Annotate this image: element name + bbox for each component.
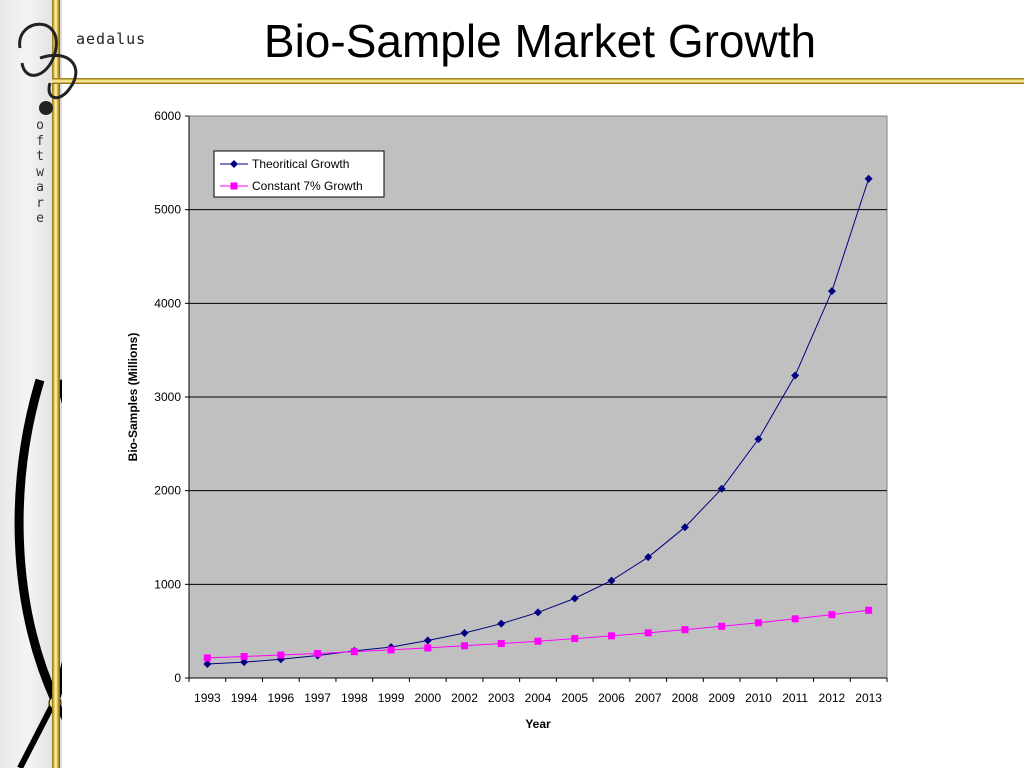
data-point [230,182,238,190]
x-tick-label: 2007 [635,691,662,705]
legend-entry: Constant 7% Growth [252,179,363,193]
data-point [717,484,726,493]
x-tick-label: 2005 [561,691,588,705]
data-point [497,640,505,648]
data-point [791,371,800,380]
x-tick-label: 2013 [855,691,882,705]
y-tick-label: 3000 [154,390,181,404]
y-tick-label: 4000 [154,296,181,310]
x-tick-label: 1996 [267,691,294,705]
data-point [865,606,873,614]
data-point [571,635,579,643]
data-point [791,615,799,623]
x-tick-label: 1998 [341,691,368,705]
data-point [423,636,432,645]
x-tick-label: 2003 [488,691,515,705]
data-point [240,658,249,667]
data-point [314,649,322,657]
x-tick-label: 2011 [782,691,808,705]
gold-vertical-rule [52,0,60,768]
data-point [350,648,358,656]
x-tick-label: 2008 [672,691,699,705]
logo-vertical-text: oftware [36,118,44,226]
x-tick-label: 2000 [414,691,441,705]
y-tick-label: 2000 [154,484,181,498]
x-tick-label: 2010 [745,691,772,705]
data-point [203,654,211,662]
logo-text: aedalus [76,30,147,48]
x-tick-label: 2002 [451,691,478,705]
data-point [534,608,542,617]
data-point [203,659,212,668]
x-tick-label: 1993 [194,691,221,705]
data-point [681,626,689,634]
data-point [828,611,836,619]
y-tick-label: 6000 [154,109,181,123]
legend-entry: Theoritical Growth [252,157,349,171]
x-tick-label: 2012 [819,691,846,705]
line-chart: 0 1000 2000 3000 4000 5000 6000 1993 1994 1996 199… [126,109,888,731]
data-point [460,629,469,638]
data-point [277,651,285,659]
gold-horizontal-rule [52,78,1024,84]
y-axis-title: Bio-Samples (Millions) [126,333,140,462]
x-tick-label: 2004 [525,691,552,705]
slide-title: Bio-Sample Market Growth [263,15,817,67]
x-tick-label: 1994 [231,691,258,705]
data-point [230,160,238,168]
data-point [754,435,763,444]
x-tick-label: 2006 [598,691,625,705]
data-point [461,642,469,650]
y-tick-label: 5000 [154,203,181,217]
x-tick-label: 1997 [304,691,331,705]
data-point [607,632,615,640]
x-tick-label: 2009 [708,691,735,705]
company-logo-icon [10,8,80,123]
data-point [644,629,652,637]
data-point [534,637,542,645]
legend-box [213,150,385,198]
data-point [570,594,579,603]
decorative-sidebar [0,0,62,768]
data-point [718,622,726,630]
data-point [240,652,248,660]
x-tick-label: 1999 [378,691,405,705]
y-tick-label: 1000 [154,577,181,591]
data-point [680,523,689,532]
data-point [644,553,653,562]
data-point [387,646,395,654]
x-axis-title: Year [525,717,551,731]
data-point [864,174,873,183]
data-point [827,287,836,296]
data-point [754,619,762,627]
data-point [424,644,432,652]
y-tick-label: 0 [174,671,181,685]
data-point [497,619,506,628]
data-point [607,576,616,585]
